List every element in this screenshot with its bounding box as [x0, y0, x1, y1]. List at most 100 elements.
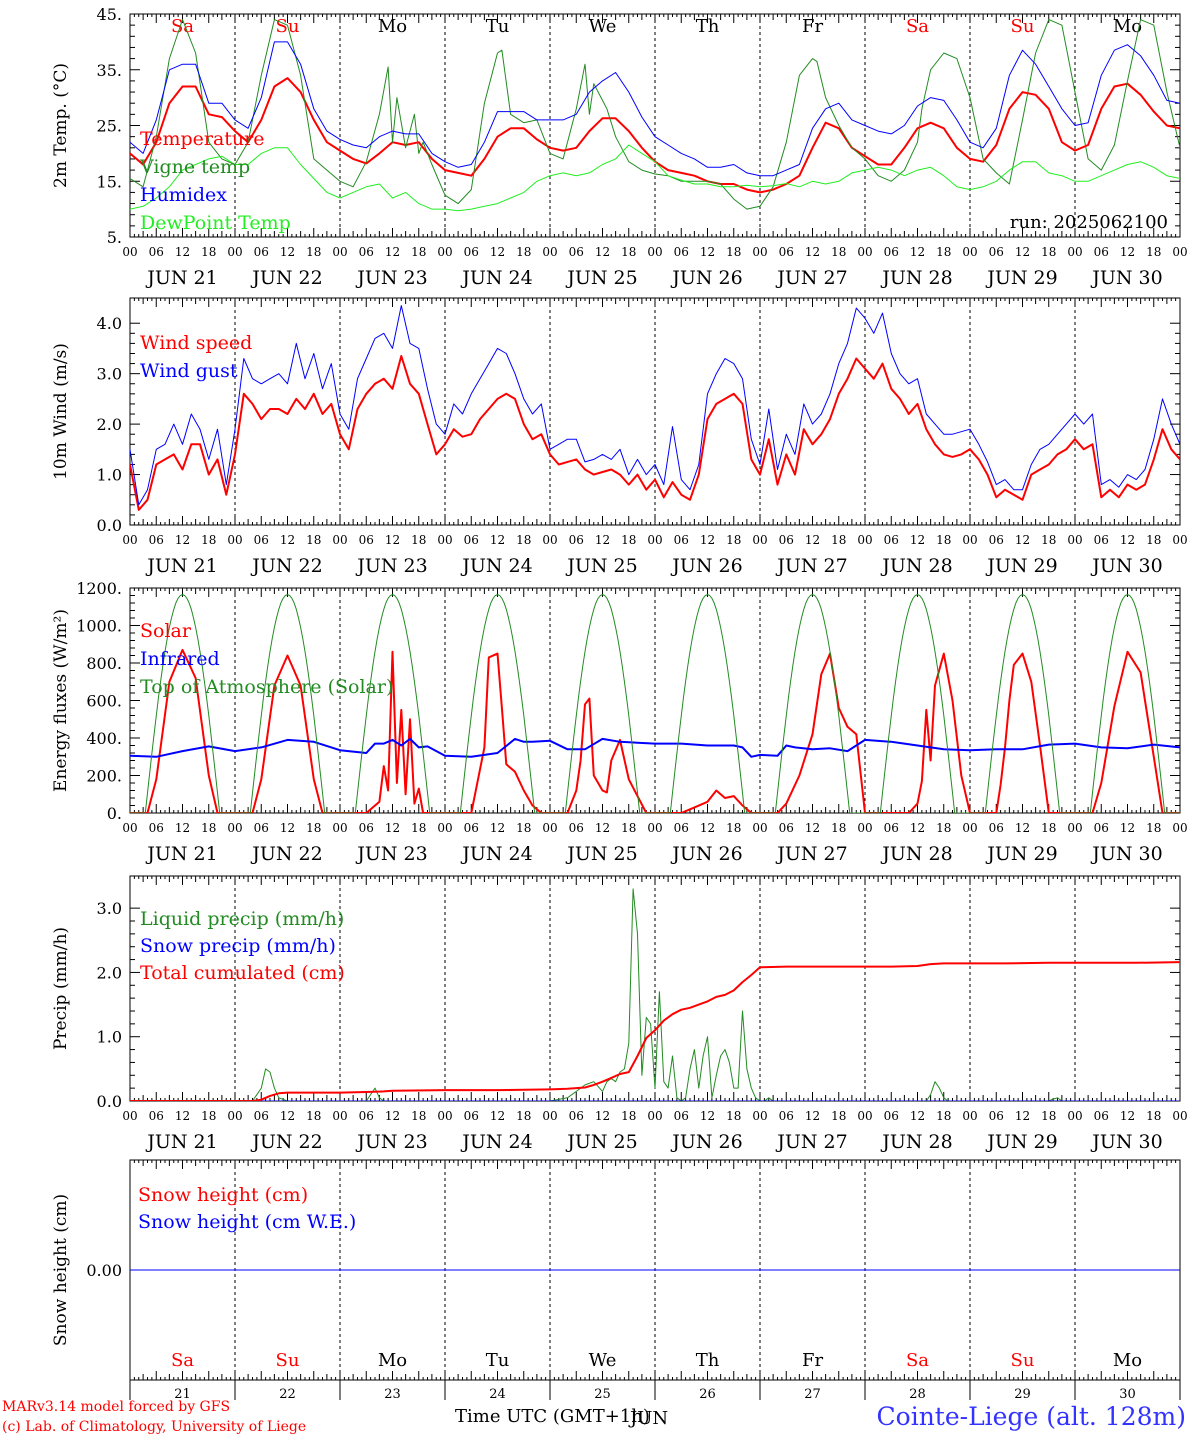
y-tick-label: 1.0 [97, 1028, 122, 1047]
hour-tick-label: 12 [805, 1109, 820, 1123]
date-label: JUN 28 [880, 1131, 952, 1153]
hour-tick-label: 12 [1015, 533, 1030, 547]
hour-tick-label: 18 [411, 245, 426, 259]
hour-tick-label: 00 [122, 1109, 137, 1123]
hour-tick-label: 12 [910, 533, 925, 547]
legend-entry: Snow height (cm) [138, 1184, 308, 1206]
date-label: JUN 21 [145, 555, 217, 577]
date-label: JUN 27 [775, 267, 847, 289]
y-axis-label: Precip (mm/h) [51, 927, 71, 1050]
hour-tick-label: 12 [280, 821, 295, 835]
date-label: JUN 28 [880, 267, 952, 289]
date-label: JUN 29 [985, 843, 1057, 865]
date-label: JUN 24 [460, 267, 532, 289]
day-number-label: 23 [384, 1387, 401, 1402]
hour-tick-label: 18 [306, 1109, 321, 1123]
series-line-humidex [130, 41, 1180, 177]
hour-tick-label: 06 [464, 533, 479, 547]
lab-credit: (c) Lab. of Climatology, University of L… [2, 1419, 307, 1435]
hour-tick-label: 00 [437, 821, 452, 835]
hour-tick-label: 06 [1094, 1109, 1109, 1123]
hour-tick-label: 12 [805, 821, 820, 835]
y-tick-label: 800. [86, 654, 122, 673]
hour-tick-label: 12 [280, 533, 295, 547]
hour-tick-label: 06 [569, 1109, 584, 1123]
date-label: JUN 28 [880, 843, 952, 865]
legend-entry: Vigne temp [139, 156, 250, 178]
legend-entry: DewPoint Temp [140, 212, 291, 234]
hour-tick-label: 18 [201, 245, 216, 259]
date-label: JUN 26 [670, 555, 742, 577]
hour-tick-label: 00 [1172, 245, 1187, 259]
hour-tick-label: 00 [542, 533, 557, 547]
series-group [130, 888, 1180, 1101]
y-tick-label: 0.00 [86, 1261, 122, 1280]
y-axis-label: Energy fluxes (W/m²) [51, 609, 71, 792]
panel-energy: 0. 200. 400. 600. 800. 1000. 1200. Energy fluxe… [51, 579, 1188, 865]
y-tick-label: 2.0 [97, 415, 122, 434]
date-label: JUN 23 [355, 1131, 427, 1153]
hour-tick-label: 12 [385, 533, 400, 547]
hour-tick-label: 00 [332, 533, 347, 547]
hour-tick-label: 00 [542, 245, 557, 259]
panel-temp: 5. 15. 25. 35. 45. 2m Temp. (°C) 00 06 12 18 JUN 2… [51, 5, 1188, 289]
hour-tick-label: 18 [411, 533, 426, 547]
hour-tick-label: 18 [621, 533, 636, 547]
weekday-label: Mo [378, 1350, 407, 1371]
hour-tick-label: 12 [1120, 1109, 1135, 1123]
day-number-label: 21 [174, 1387, 191, 1402]
date-label: JUN 29 [985, 1131, 1057, 1153]
weekday-label: Sa [171, 1350, 194, 1371]
hour-tick-label: 06 [989, 533, 1004, 547]
x-axis-title: Time UTC (GMT+1h) [455, 1406, 650, 1427]
hour-tick-label: 12 [385, 1109, 400, 1123]
hour-tick-label: 06 [989, 1109, 1004, 1123]
hour-tick-label: 06 [359, 821, 374, 835]
hour-tick-label: 06 [569, 245, 584, 259]
hour-tick-label: 00 [752, 245, 767, 259]
hour-tick-label: 00 [647, 245, 662, 259]
y-tick-label: 15. [97, 172, 122, 191]
y-axis-label: Snow height (cm) [51, 1194, 71, 1346]
hour-tick-label: 06 [674, 533, 689, 547]
hour-tick-label: 12 [1015, 821, 1030, 835]
weekday-label: Mo [1113, 16, 1142, 37]
hour-tick-label: 06 [779, 533, 794, 547]
hour-tick-label: 12 [385, 245, 400, 259]
date-label: JUN 21 [145, 843, 217, 865]
legend-entry: Top of Atmosphere (Solar) [140, 676, 393, 698]
hour-tick-label: 18 [201, 821, 216, 835]
hour-tick-label: 00 [542, 1109, 557, 1123]
hour-tick-label: 18 [936, 1109, 951, 1123]
hour-tick-label: 00 [332, 821, 347, 835]
hour-tick-label: 12 [700, 533, 715, 547]
date-label: JUN 25 [565, 555, 637, 577]
hour-tick-label: 12 [175, 533, 190, 547]
hour-tick-label: 12 [175, 821, 190, 835]
hour-tick-label: 18 [516, 533, 531, 547]
y-tick-label: 1200. [76, 579, 122, 598]
plot-frame [129, 587, 1181, 814]
hour-tick-label: 12 [1120, 245, 1135, 259]
hour-tick-label: 06 [779, 1109, 794, 1123]
hour-tick-label: 00 [542, 821, 557, 835]
series-line-liquid-precip-mm-h [130, 888, 1180, 1101]
hour-tick-label: 12 [595, 245, 610, 259]
hour-tick-label: 18 [831, 245, 846, 259]
date-label: JUN 28 [880, 555, 952, 577]
hour-tick-label: 06 [359, 245, 374, 259]
hour-tick-label: 06 [359, 533, 374, 547]
hour-tick-label: 06 [254, 821, 269, 835]
panel-wind: 0.0 1.0 2.0 3.0 4.0 10m Wind (m/s) 00 06 12 18 JUN… [51, 297, 1188, 577]
date-label: JUN 21 [145, 1131, 217, 1153]
date-label: JUN 22 [250, 267, 322, 289]
hour-tick-label: 12 [1120, 533, 1135, 547]
hour-tick-label: 18 [1146, 533, 1161, 547]
hour-tick-label: 00 [857, 821, 872, 835]
y-tick-label: 400. [86, 729, 122, 748]
weekday-label: Mo [378, 16, 407, 37]
y-tick-label: 1.0 [97, 466, 122, 485]
hour-tick-label: 18 [621, 821, 636, 835]
hour-tick-label: 00 [122, 533, 137, 547]
y-tick-label: 45. [97, 5, 122, 24]
